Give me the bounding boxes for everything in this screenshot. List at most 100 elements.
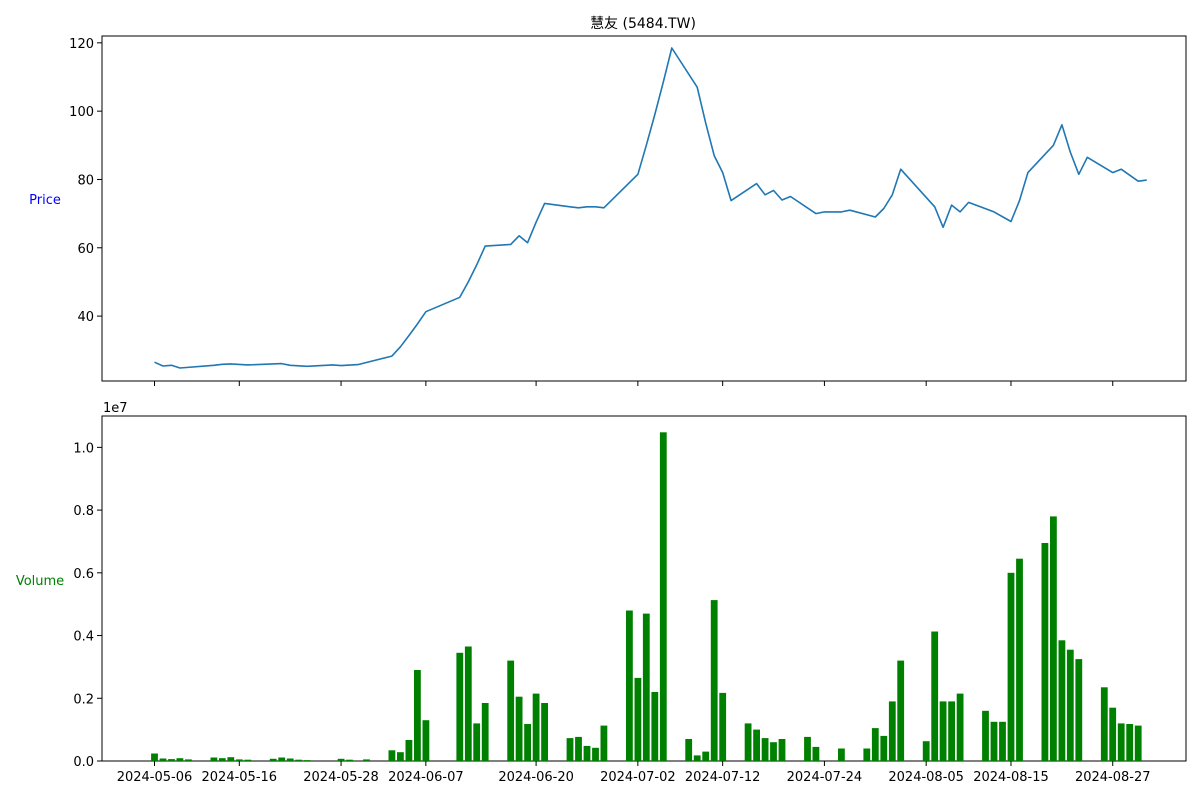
volume-xtick-label: 2024-06-20 bbox=[498, 770, 574, 785]
volume-bar bbox=[1109, 707, 1117, 761]
volume-bar bbox=[1058, 640, 1066, 762]
volume-bar bbox=[626, 610, 633, 761]
volume-bar bbox=[871, 728, 879, 761]
price-axis-label: Price bbox=[29, 193, 61, 208]
volume-bar bbox=[642, 613, 650, 761]
volume-bar bbox=[422, 720, 430, 761]
volume-bar bbox=[956, 693, 964, 761]
volume-bar bbox=[346, 759, 353, 761]
volume-xtick-label: 2024-08-27 bbox=[1075, 770, 1151, 785]
volume-bar bbox=[1041, 543, 1049, 761]
volume-bar bbox=[659, 432, 667, 761]
price-ytick-label: 120 bbox=[69, 37, 94, 52]
volume-bar bbox=[473, 723, 481, 761]
volume-bar bbox=[575, 736, 582, 761]
volume-xtick-label: 2024-05-06 bbox=[117, 770, 193, 785]
volume-bar bbox=[269, 758, 277, 761]
volume-bar bbox=[719, 692, 727, 761]
volume-bar bbox=[982, 710, 989, 761]
volume-bar bbox=[1134, 725, 1142, 761]
volume-bar bbox=[278, 757, 286, 761]
volume-bar bbox=[600, 725, 608, 761]
volume-bar bbox=[770, 742, 777, 761]
volume-xtick-label: 2024-07-24 bbox=[787, 770, 863, 785]
volume-bar bbox=[295, 759, 303, 761]
volume-bar bbox=[515, 696, 523, 761]
volume-bar bbox=[235, 759, 243, 761]
volume-bar bbox=[592, 747, 599, 761]
volume-bar bbox=[1007, 572, 1015, 761]
volume-bar bbox=[939, 701, 947, 761]
price-ytick-label: 100 bbox=[69, 105, 94, 120]
volume-bar bbox=[888, 701, 896, 761]
volume-bar bbox=[456, 652, 464, 761]
volume-bar bbox=[922, 741, 930, 761]
price-ytick-label: 60 bbox=[77, 242, 94, 257]
volume-bar bbox=[218, 758, 226, 761]
volume-bar bbox=[1050, 516, 1057, 761]
volume-bar bbox=[185, 759, 192, 761]
volume-bar bbox=[481, 703, 489, 761]
volume-bar bbox=[227, 757, 235, 761]
volume-bar bbox=[685, 739, 693, 761]
volume-bar bbox=[583, 745, 591, 761]
volume-bar bbox=[168, 759, 175, 761]
volume-bar bbox=[532, 693, 540, 761]
volume-bar bbox=[337, 758, 345, 761]
volume-xtick-label: 2024-08-15 bbox=[973, 770, 1049, 785]
volume-xtick-label: 2024-08-05 bbox=[888, 770, 964, 785]
volume-bar bbox=[948, 701, 955, 761]
volume-bar bbox=[1100, 687, 1108, 761]
volume-bar bbox=[634, 677, 642, 761]
volume-ytick-label: 1.0 bbox=[73, 441, 94, 456]
volume-bar bbox=[812, 746, 820, 761]
volume-bar bbox=[464, 646, 472, 761]
volume-bar bbox=[176, 758, 184, 761]
volume-xtick-label: 2024-05-16 bbox=[202, 770, 278, 785]
volume-bar bbox=[753, 729, 760, 761]
volume-ytick-label: 0.0 bbox=[73, 755, 94, 770]
volume-ytick-label: 0.8 bbox=[73, 504, 94, 519]
price-ytick-label: 80 bbox=[77, 173, 94, 188]
volume-bar bbox=[931, 631, 939, 761]
volume-bar bbox=[1117, 723, 1125, 761]
volume-bar bbox=[651, 692, 659, 761]
volume-bar bbox=[414, 670, 421, 761]
volume-bar bbox=[286, 758, 294, 761]
volume-bar bbox=[405, 740, 413, 761]
volume-bar bbox=[524, 724, 531, 761]
volume-bar bbox=[990, 721, 998, 761]
price-line bbox=[154, 47, 1147, 369]
price-axes-frame bbox=[101, 35, 1187, 382]
volume-bar bbox=[244, 759, 252, 761]
volume-bar bbox=[838, 748, 845, 761]
volume-bar bbox=[303, 760, 311, 761]
volume-bar bbox=[702, 751, 710, 761]
volume-xtick-label: 2024-07-12 bbox=[685, 770, 761, 785]
volume-bar bbox=[159, 758, 167, 761]
volume-axis-label: Volume bbox=[16, 574, 64, 589]
volume-bar bbox=[363, 759, 370, 761]
volume-bar bbox=[863, 748, 871, 761]
volume-xtick-label: 2024-07-02 bbox=[600, 770, 676, 785]
volume-bar bbox=[541, 703, 548, 761]
volume-ytick-label: 0.4 bbox=[73, 630, 94, 645]
volume-bar bbox=[1075, 659, 1083, 761]
volume-bar bbox=[744, 723, 752, 761]
volume-bar bbox=[566, 738, 574, 761]
volume-bar bbox=[999, 721, 1006, 761]
volume-bar bbox=[507, 660, 515, 761]
volume-ytick-label: 0.2 bbox=[73, 692, 94, 707]
chart-title: 慧友 (5484.TW) bbox=[590, 16, 696, 32]
volume-bar bbox=[388, 750, 396, 761]
volume-bar bbox=[804, 736, 811, 761]
volume-bar bbox=[880, 735, 888, 761]
volume-bar bbox=[693, 755, 701, 761]
volume-bar bbox=[151, 753, 158, 761]
volume-bar bbox=[1016, 558, 1023, 761]
volume-ytick-label: 0.6 bbox=[73, 567, 94, 582]
volume-bar bbox=[1066, 649, 1074, 761]
volume-offset-label: 1e7 bbox=[103, 401, 128, 416]
